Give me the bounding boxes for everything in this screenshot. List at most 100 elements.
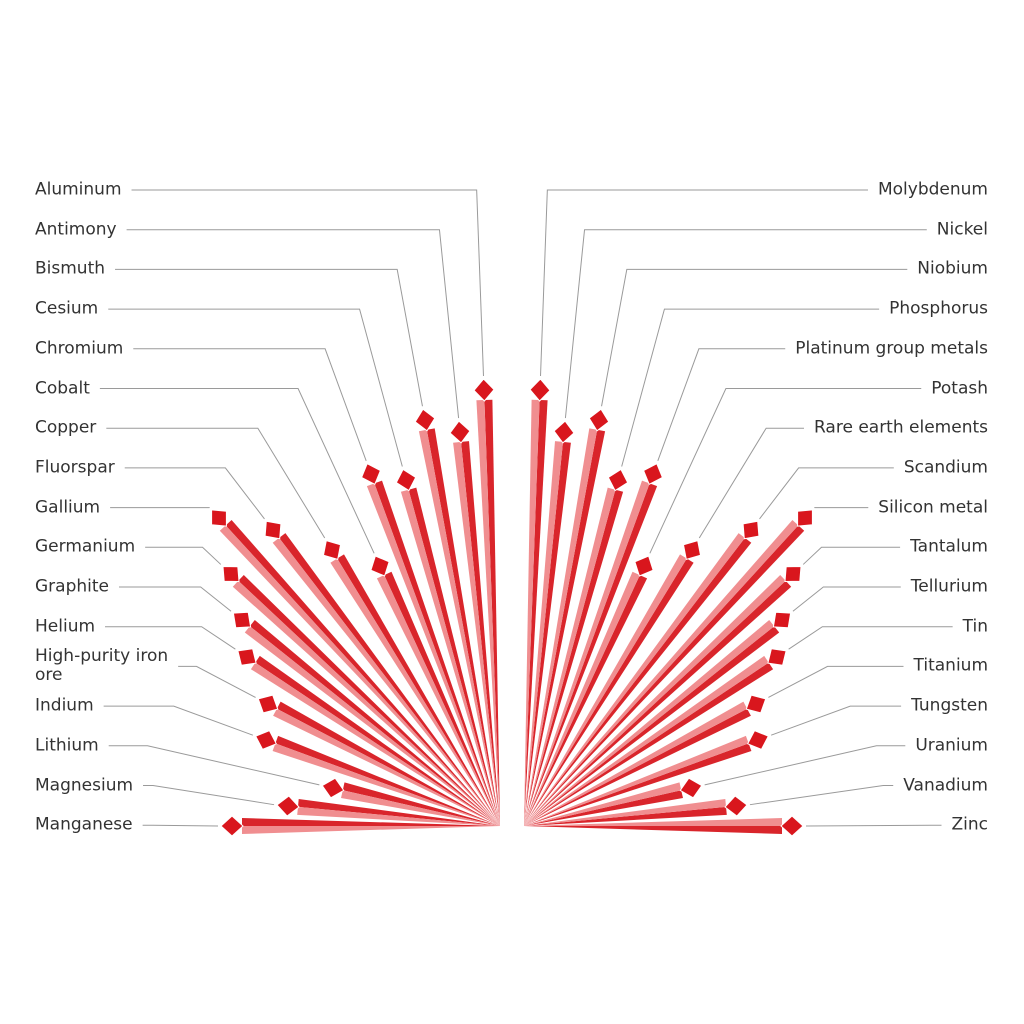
ray-head bbox=[784, 565, 802, 583]
mineral-label: Bismuth bbox=[35, 259, 170, 279]
ray-face bbox=[242, 826, 500, 834]
ray-head bbox=[724, 795, 748, 817]
leader-line bbox=[698, 427, 804, 539]
ray-face bbox=[232, 580, 501, 826]
ray-face bbox=[524, 571, 640, 826]
leader-line bbox=[649, 388, 922, 554]
mineral-name: Cobalt bbox=[35, 378, 90, 398]
ray-face bbox=[238, 575, 501, 826]
mineral-label: Lithium bbox=[35, 736, 170, 755]
ray-face bbox=[524, 575, 786, 826]
leader-line bbox=[178, 665, 256, 698]
mineral-name: Copper bbox=[35, 417, 97, 438]
leader-line bbox=[106, 427, 326, 539]
mineral-label: Cobalt bbox=[35, 379, 170, 398]
leader-line bbox=[99, 388, 375, 554]
ray-face bbox=[279, 533, 500, 826]
mineral-label: Potash bbox=[931, 379, 988, 398]
ray-face bbox=[524, 799, 726, 826]
ray-face bbox=[255, 655, 500, 826]
leader-line bbox=[621, 308, 880, 467]
ray-face bbox=[453, 441, 500, 826]
mineral-label: Indium bbox=[35, 695, 170, 716]
ray-face bbox=[524, 655, 769, 826]
ray-face bbox=[524, 790, 683, 826]
ray-face bbox=[524, 818, 782, 826]
leader-line bbox=[108, 745, 320, 786]
mineral-label: Tantalum bbox=[910, 537, 988, 557]
mineral-name: Indium bbox=[35, 695, 94, 716]
ray-face bbox=[524, 806, 727, 826]
mineral-label: Helium bbox=[35, 617, 170, 636]
ray-face bbox=[524, 620, 775, 826]
mineral-name: Niobium bbox=[917, 258, 988, 279]
leader-line bbox=[103, 705, 254, 736]
ray-face bbox=[273, 708, 500, 826]
mineral-label: Uranium bbox=[915, 736, 988, 755]
ray-face bbox=[297, 806, 500, 826]
ray-face bbox=[384, 571, 500, 826]
mineral-label: Copper bbox=[35, 417, 170, 438]
mineral-name: Molybdenum bbox=[877, 179, 988, 200]
ray-face bbox=[524, 580, 792, 826]
leader-line bbox=[792, 586, 901, 612]
ray-face bbox=[275, 735, 500, 826]
ray-head bbox=[211, 509, 227, 527]
ray-head bbox=[360, 463, 382, 485]
mineral-name: Manganese bbox=[35, 814, 133, 835]
mineral-name: Titanium bbox=[913, 655, 989, 676]
ray-face bbox=[524, 400, 548, 826]
ray-face bbox=[524, 626, 780, 826]
ray-face bbox=[524, 520, 799, 826]
ray-face bbox=[249, 620, 500, 826]
mineral-name: Uranium bbox=[915, 735, 988, 756]
ray-face bbox=[524, 533, 745, 826]
ray-face bbox=[426, 428, 500, 826]
mineral-label: Nickel bbox=[937, 220, 988, 239]
leader-line bbox=[704, 745, 906, 786]
leader-line bbox=[142, 824, 219, 827]
ray-face bbox=[524, 428, 598, 826]
leader-line bbox=[768, 665, 904, 698]
mineral-name: Germanium bbox=[35, 536, 136, 557]
ray-face bbox=[400, 489, 500, 826]
ray-head bbox=[264, 520, 282, 540]
ray-face bbox=[250, 662, 500, 826]
ray-head bbox=[797, 509, 813, 527]
leader-line bbox=[601, 268, 908, 407]
mineral-label: Vanadium bbox=[903, 776, 988, 795]
ray-head bbox=[588, 408, 610, 432]
leader-line bbox=[564, 229, 927, 419]
mineral-name: Tungsten bbox=[911, 695, 988, 716]
mineral-name: Graphite bbox=[35, 576, 109, 597]
mineral-name: Nickel bbox=[936, 219, 988, 240]
mineral-label: Niobium bbox=[917, 258, 988, 279]
mineral-label: Tungsten bbox=[911, 695, 988, 716]
mineral-name: Chromium bbox=[35, 338, 124, 359]
mineral-name: Potash bbox=[931, 378, 988, 398]
ray-face bbox=[524, 489, 624, 826]
mineral-name: Magnesium bbox=[35, 775, 134, 795]
mineral-label: Graphite bbox=[35, 576, 170, 597]
ray-head bbox=[322, 539, 342, 561]
ray-face bbox=[524, 487, 616, 826]
leader-line bbox=[540, 189, 868, 377]
ray-face bbox=[524, 662, 774, 826]
mineral-label: High-purity iron ore bbox=[35, 647, 170, 685]
mineral-name: Zinc bbox=[951, 814, 989, 835]
ray-head bbox=[473, 378, 495, 402]
leaders bbox=[99, 189, 953, 827]
ray-face bbox=[476, 400, 500, 826]
mineral-label: Magnesium bbox=[35, 776, 170, 795]
mineral-label: Zinc bbox=[951, 814, 989, 835]
mineral-name: High-purity iron ore bbox=[35, 646, 169, 686]
mineral-label: Molybdenum bbox=[877, 179, 988, 200]
ray-group bbox=[211, 378, 813, 837]
ray-face bbox=[524, 525, 805, 826]
leader-line bbox=[802, 546, 901, 565]
ray-face bbox=[341, 790, 500, 826]
leader-line bbox=[126, 229, 460, 419]
ray-head bbox=[370, 555, 390, 577]
